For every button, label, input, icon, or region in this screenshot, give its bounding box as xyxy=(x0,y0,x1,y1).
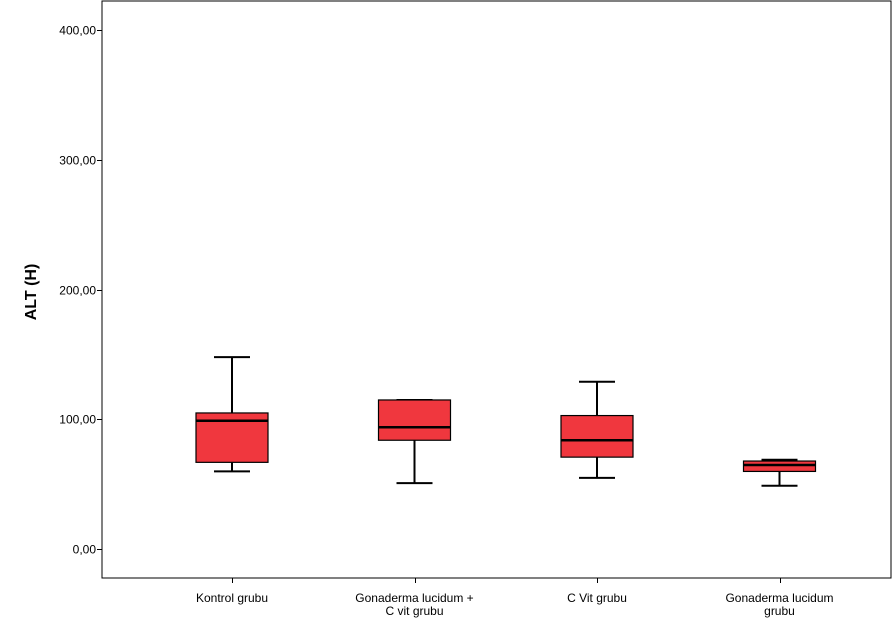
x-category-label-line: grubu xyxy=(764,604,795,618)
x-category-label-line: Gonaderma lucidum xyxy=(725,591,833,605)
plot-area xyxy=(101,0,892,579)
y-tick-label: 100,00 xyxy=(59,413,96,427)
iqr-box xyxy=(377,399,452,441)
box-1 xyxy=(195,356,269,473)
plot-frame xyxy=(101,0,892,579)
y-axis-title: ALT (H) xyxy=(23,264,40,321)
iqr-box xyxy=(742,460,817,473)
box-3 xyxy=(560,380,634,479)
x-category-label-line: Kontrol grubu xyxy=(196,591,268,605)
y-tick-label: 0,00 xyxy=(73,543,97,557)
box-2 xyxy=(377,398,452,485)
x-category-label-line: C Vit grubu xyxy=(567,591,627,605)
x-category-label: C Vit grubu xyxy=(567,591,627,605)
box-4 xyxy=(742,458,817,487)
y-tick-label: 200,00 xyxy=(59,284,96,298)
y-axis: 0,00 100,00 200,00 300,00 400,00 xyxy=(59,24,102,557)
x-category-label: Kontrol grubu xyxy=(196,591,268,605)
x-category-label: Gonaderma lucidum grubu xyxy=(725,591,833,618)
boxes xyxy=(195,356,817,487)
x-category-label: Gonaderma lucidum + C vit grubu xyxy=(355,591,473,618)
iqr-box xyxy=(560,414,634,458)
x-category-label-line: C vit grubu xyxy=(385,604,443,618)
y-tick-label: 300,00 xyxy=(59,154,96,168)
x-axis: Kontrol grubu Gonaderma lucidum + C vit gr… xyxy=(196,578,834,618)
y-tick-label: 400,00 xyxy=(59,24,96,38)
x-category-label-line: Gonaderma lucidum + xyxy=(355,591,473,605)
